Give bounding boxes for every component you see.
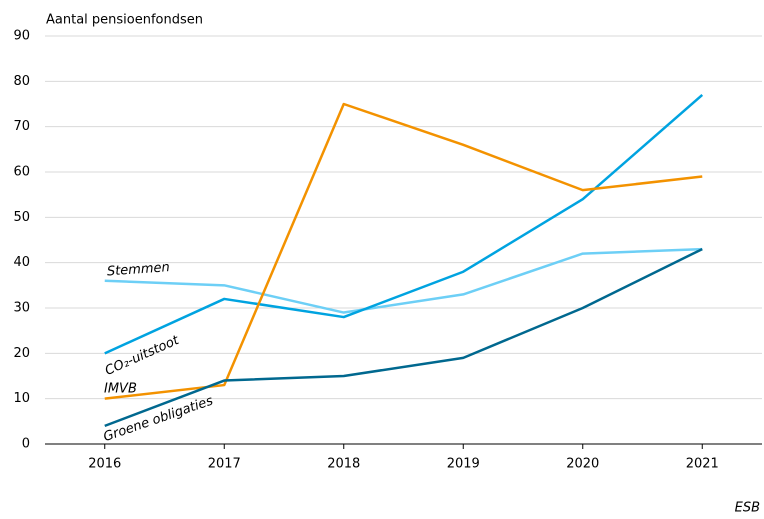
line-series [104, 247, 703, 428]
x-tick-label: 2019 [447, 457, 480, 472]
y-tick-label: 50 [13, 210, 30, 225]
x-tick-label: 2021 [686, 457, 719, 472]
series-label: Stemmen [106, 260, 170, 279]
series-label: Groene obligaties [102, 393, 216, 445]
series-label: CO₂-uitstoot [103, 333, 182, 379]
line-series [104, 247, 703, 314]
x-tick-label: 2020 [566, 457, 599, 472]
y-tick-label: 80 [13, 74, 30, 89]
series-label: IMVB [104, 382, 137, 397]
source: ESB [735, 501, 760, 516]
y-tick-label: 20 [13, 346, 30, 361]
y-tick-label: 40 [13, 255, 30, 270]
y-tick-label: 0 [22, 437, 30, 452]
y-tick-label: 70 [13, 119, 30, 134]
y-tick-label: 90 [13, 29, 30, 44]
x-tick-label: 2017 [208, 457, 241, 472]
x-tick-label: 2018 [327, 457, 360, 472]
y-tick-label: 60 [13, 165, 30, 180]
y-axis-label: Aantal pensioenfondsen [46, 13, 203, 28]
y-tick-label: 30 [13, 301, 30, 316]
x-tick-label: 2016 [88, 457, 121, 472]
line-series [104, 93, 704, 355]
y-tick-label: 10 [13, 391, 30, 406]
